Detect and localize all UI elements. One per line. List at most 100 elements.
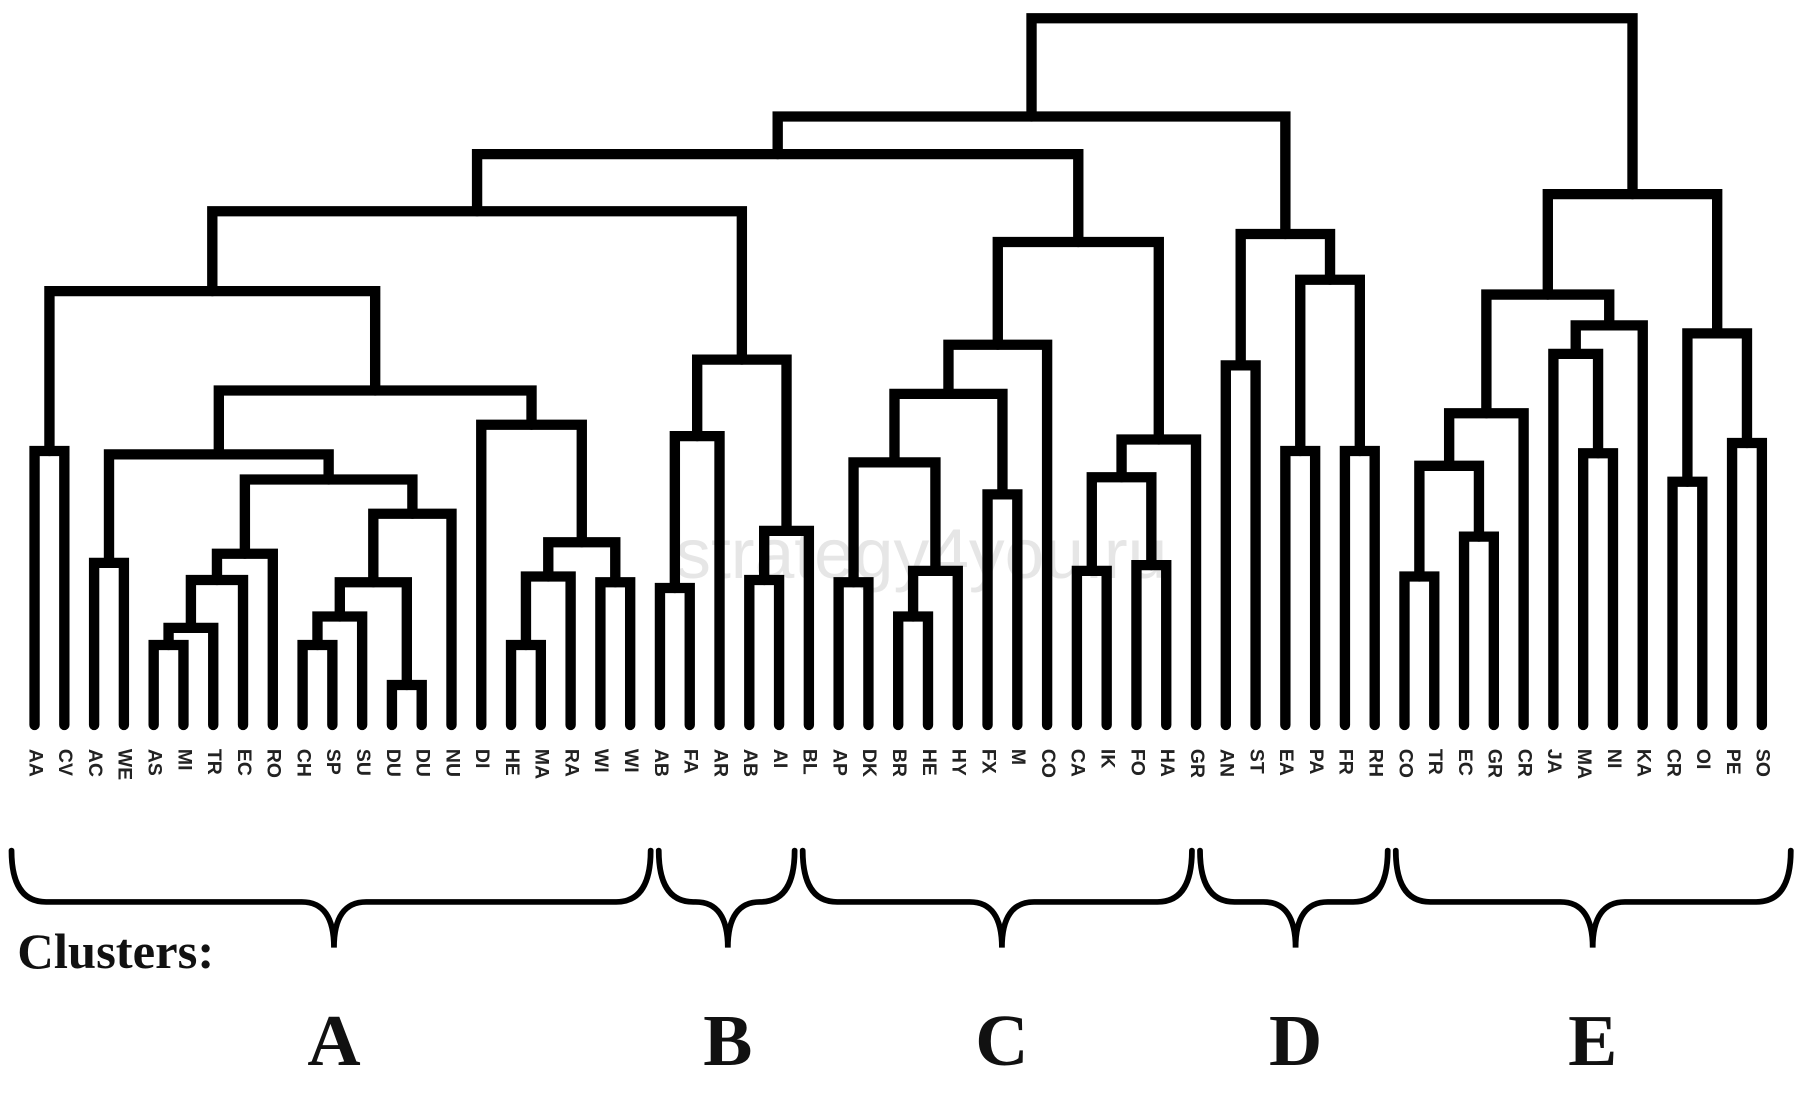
leaf-label: EC [233, 749, 255, 776]
branch [88, 557, 130, 731]
branch [1399, 571, 1440, 731]
branch [691, 354, 792, 537]
leaf-label: HE [501, 749, 523, 776]
brace [1197, 847, 1391, 948]
leaf-label: AC [84, 749, 106, 777]
branch [1414, 460, 1485, 582]
leaf-label: AB [650, 749, 672, 777]
branch [889, 388, 1008, 500]
leaf-label: KA [1633, 749, 1655, 777]
branch [29, 445, 70, 731]
branch [833, 577, 874, 731]
leaf-labels: AA CV AC WE AS MI TR EC RO CH SP SU DU DU NU DI HE MA RA WI… [24, 749, 1773, 780]
branch [207, 206, 748, 365]
leaf-label: BL [799, 749, 821, 775]
cluster-label: C [975, 1000, 1028, 1081]
leaf-label: FA [680, 749, 702, 774]
leaf-label: HY [948, 749, 970, 776]
branch [1577, 448, 1619, 731]
leaf-label: DU [412, 749, 434, 777]
leaf-label: CH [292, 749, 314, 777]
branch [471, 148, 1084, 248]
leaf-label: CR [1513, 749, 1535, 777]
leaf-label: BR [888, 749, 910, 777]
branch [1458, 531, 1500, 731]
branch [1542, 188, 1723, 339]
leaf-label: AR [709, 749, 731, 777]
branch [44, 285, 381, 457]
leaf-label: RH [1365, 749, 1387, 777]
cluster-label: D [1269, 1000, 1322, 1081]
branch [103, 449, 334, 568]
leaf-label: FX [977, 749, 999, 774]
leaf-label: EA [1275, 749, 1297, 776]
leaf-label: HE [918, 749, 940, 776]
leaf-label: OI [1692, 749, 1714, 769]
branch [505, 639, 547, 731]
leaf-label: IK [1096, 749, 1118, 768]
leaf-label: SU [352, 749, 374, 776]
leaf-label: DI [471, 749, 493, 768]
branch [1280, 445, 1321, 731]
branch [1339, 445, 1380, 731]
branch [1220, 360, 1261, 731]
leaf-label: DK [858, 749, 880, 777]
leaf-label: CO [1037, 749, 1059, 778]
leaf-label: WI [620, 749, 642, 773]
leaf-label: CA [1067, 749, 1089, 777]
cluster-label: B [703, 1000, 752, 1081]
leaf-label: FO [1126, 749, 1148, 776]
brace [655, 847, 798, 948]
branch [744, 574, 785, 731]
leaf-label: WI [590, 749, 612, 773]
branch [893, 611, 934, 731]
leaf-label: MA [531, 749, 553, 779]
branch [148, 639, 189, 731]
leaf-label: DU [382, 749, 404, 777]
leaf-label: PE [1722, 749, 1744, 775]
leaf-label: AS [143, 749, 165, 776]
leaf-label: CV [54, 749, 76, 776]
leaf-label: MI [173, 749, 195, 771]
leaf-label: TR [1424, 749, 1446, 775]
leaf-label: TR [203, 749, 225, 775]
branch [654, 582, 695, 731]
branch [312, 611, 368, 731]
leaf-label: HA [1156, 749, 1178, 777]
leaf-label: M [1007, 749, 1029, 765]
leaf-label: MA [1573, 749, 1595, 779]
leaf-label: GR [1186, 749, 1208, 778]
branch [772, 111, 1291, 240]
branch [1295, 274, 1365, 457]
branch [297, 639, 338, 731]
leaf-label: WE [114, 749, 136, 780]
leaf-label: AB [739, 749, 761, 777]
leaf-label: RA [560, 749, 582, 777]
brace [1392, 847, 1794, 948]
leaf-label: AI [769, 749, 791, 768]
branch [1726, 437, 1768, 731]
leaf-label: CO [1394, 749, 1416, 778]
branch [1548, 348, 1604, 731]
branch [1682, 328, 1753, 487]
leaf-label: AA [24, 749, 46, 777]
leaf-label: AN [1216, 749, 1238, 777]
braces [8, 847, 1794, 948]
leaf-label: RO [263, 749, 285, 778]
leaf-label: ST [1245, 749, 1267, 774]
leaf-label: GR [1484, 749, 1506, 778]
branch [386, 679, 427, 731]
branch [1235, 228, 1336, 371]
branch [1026, 13, 1638, 200]
brace [799, 847, 1195, 948]
branch [368, 508, 457, 731]
leaf-label: CR [1662, 749, 1684, 777]
leaf-label: JA [1543, 749, 1565, 774]
cluster-label: E [1568, 1000, 1617, 1081]
leaf-label: FR [1335, 749, 1357, 775]
leaf-label: EC [1454, 749, 1476, 776]
branch [595, 577, 636, 731]
leaf-label: NU [441, 749, 463, 777]
